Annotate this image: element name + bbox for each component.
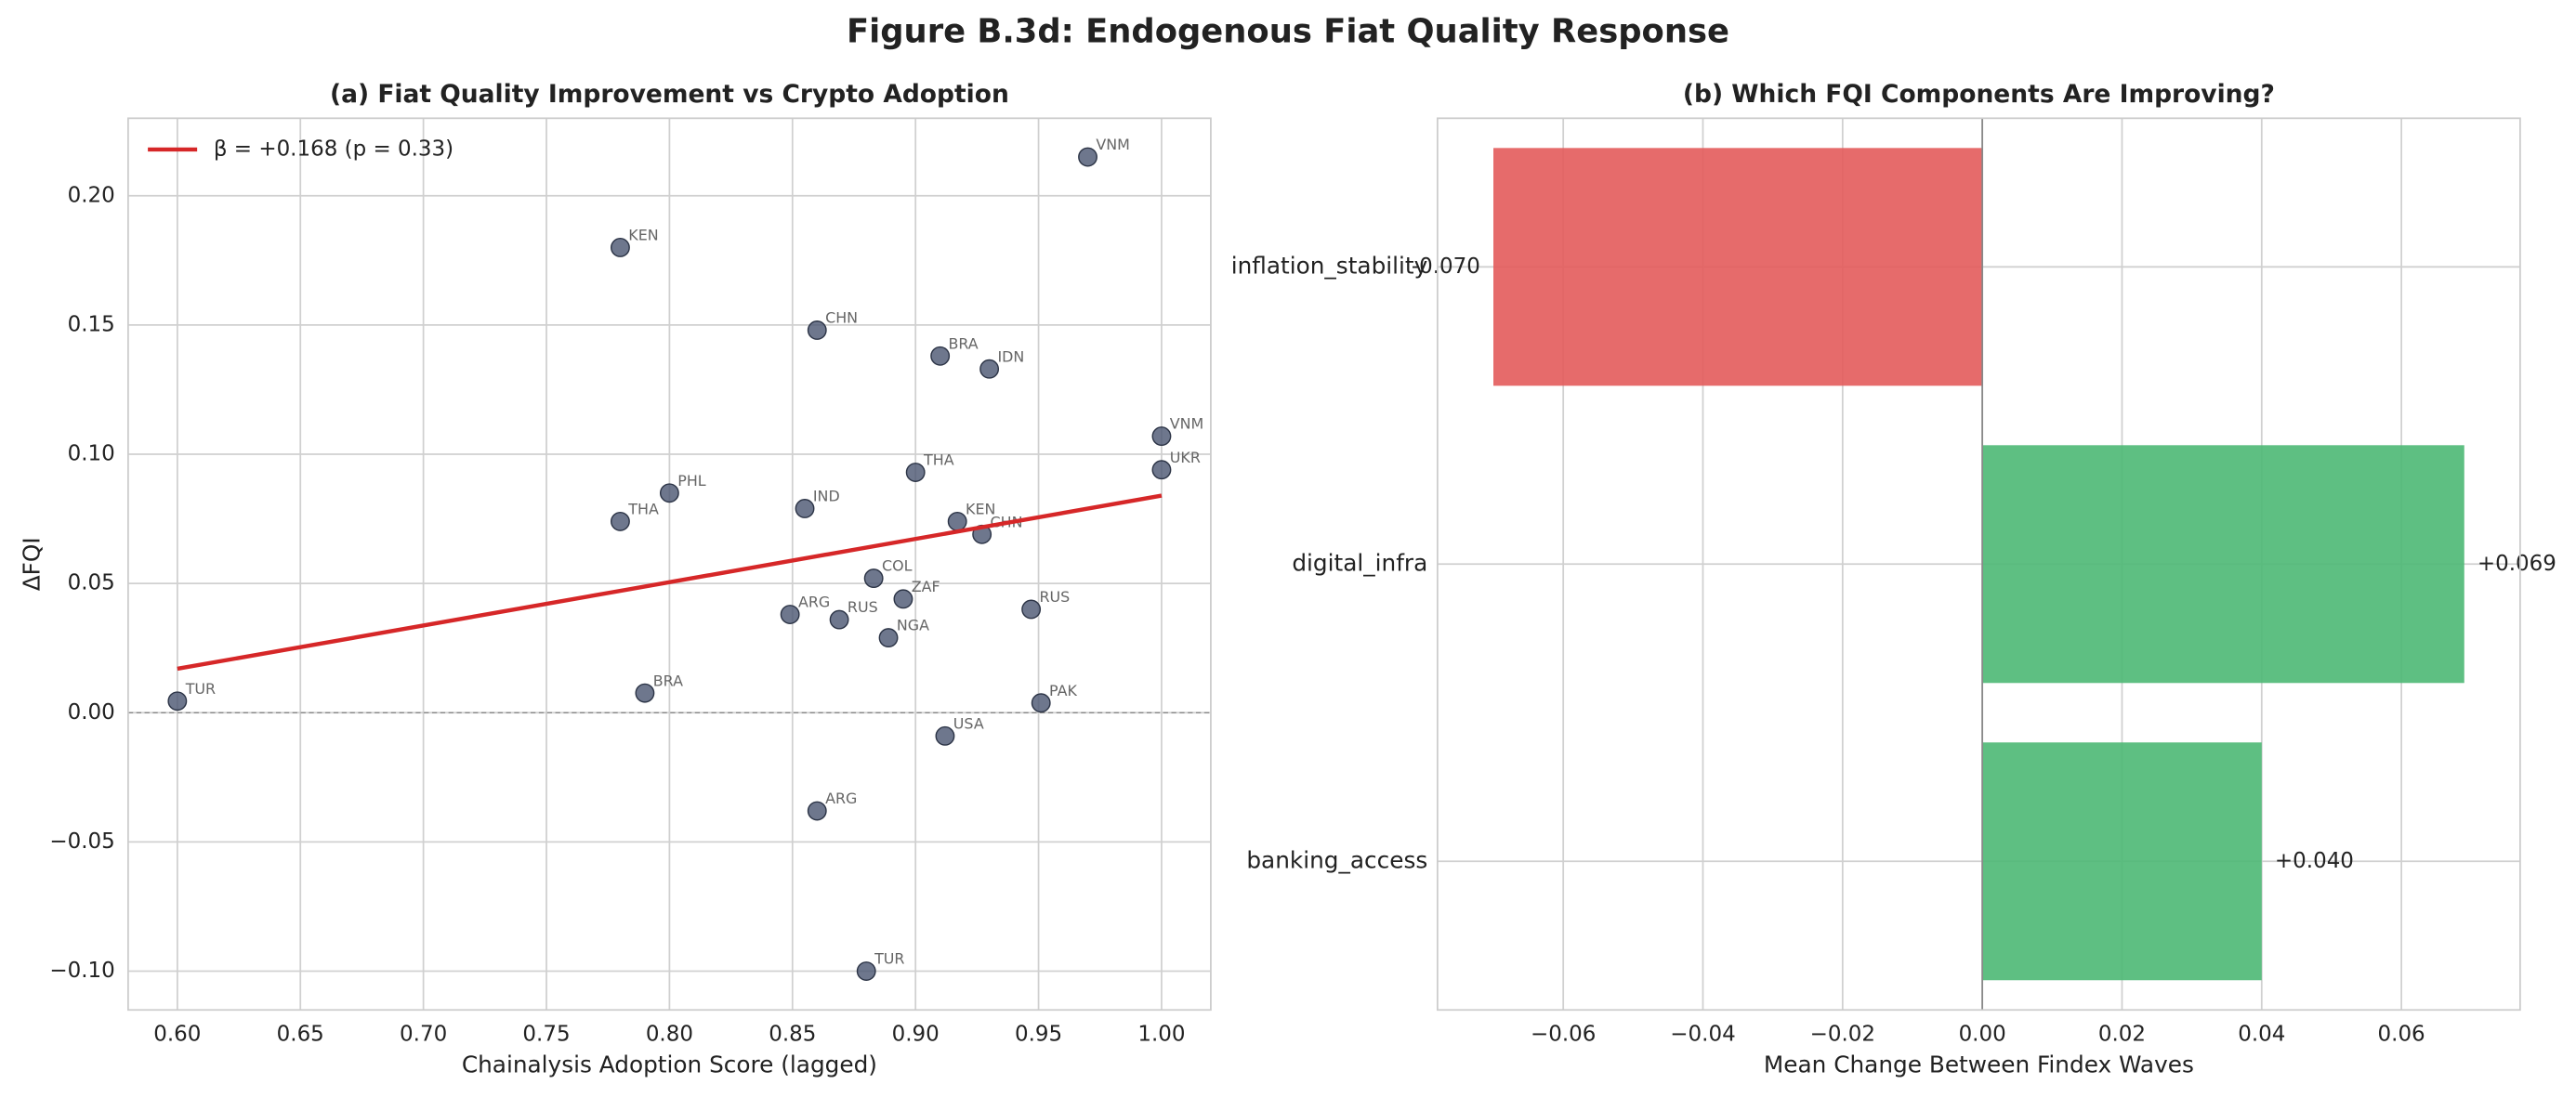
y-tick-label: banking_access [1246,846,1427,873]
x-tick-label: 0.80 [646,1022,693,1046]
point-label: PAK [1049,682,1077,699]
y-tick-label: inflation_stability [1231,252,1428,279]
point-label: ARG [798,594,830,611]
chart-title: (a) Fiat Quality Improvement vs Crypto A… [330,80,1009,109]
point-label: TUR [874,950,904,968]
x-tick-label: 0.00 [1959,1022,2006,1046]
data-point [935,725,955,746]
data-point [893,589,913,609]
point-label: ZAF [912,578,940,595]
x-tick-label: 0.06 [2378,1022,2425,1046]
x-tick-label: 0.95 [1015,1022,1062,1046]
data-point [1078,147,1097,167]
data-point [1151,426,1172,446]
data-point [807,801,827,821]
value-label: +0.040 [2275,849,2354,873]
data-point [611,511,630,531]
bar [1982,742,2262,981]
data-point [863,568,884,589]
data-point [807,320,827,340]
data-point [167,691,188,712]
y-axis-label: ΔFQI [18,537,45,591]
point-label: THA [627,501,659,518]
data-point [930,346,951,366]
x-tick-label: −0.04 [1670,1022,1735,1046]
point-label: VNM [1170,415,1204,433]
y-tick-label: digital_infra [1292,549,1427,576]
x-tick-label: 0.70 [400,1022,447,1046]
data-point [1031,693,1051,713]
data-point [611,238,630,257]
data-point [947,511,967,531]
point-label: ARG [825,790,857,807]
data-point [635,683,655,703]
legend-label: β = +0.168 (p = 0.33) [214,137,453,161]
point-label: BRA [653,672,683,689]
x-tick-label: 0.85 [769,1022,816,1046]
x-tick-label: −0.02 [1810,1022,1875,1046]
x-tick-label: 0.60 [153,1022,201,1046]
data-point [905,463,926,482]
y-tick-label: 0.15 [68,312,115,336]
data-point [1151,460,1172,480]
point-label: BRA [948,334,978,352]
y-tick-label: 0.10 [68,442,115,466]
point-label: VNM [1096,136,1130,153]
y-tick-label: 0.05 [68,571,115,595]
value-label: +0.069 [2477,552,2556,576]
data-point [878,628,899,648]
point-label: NGA [897,617,929,634]
point-label: IDN [997,347,1024,365]
data-point [1021,599,1042,620]
y-tick-label: 0.00 [68,700,115,725]
point-label: KEN [966,501,995,518]
x-tick-label: −0.06 [1531,1022,1596,1046]
figure-title: Figure B.3d: Endogenous Fiat Quality Res… [847,12,1729,50]
data-point [829,609,849,630]
point-label: IND [813,488,840,505]
y-tick-label: −0.05 [49,829,114,854]
x-tick-label: 1.00 [1137,1022,1185,1046]
point-label: RUS [1039,588,1070,606]
point-label: RUS [848,598,878,616]
point-label: THA [923,451,954,469]
x-axis-label: Chainalysis Adoption Score (lagged) [462,1051,877,1077]
data-point [659,483,679,503]
data-point [780,605,800,624]
point-label: UKR [1170,449,1201,466]
bar [1982,445,2464,684]
x-tick-label: 0.04 [2238,1022,2285,1046]
point-label: CHN [825,309,858,327]
point-label: USA [953,714,984,732]
x-tick-label: 0.65 [277,1022,324,1046]
data-point [856,961,876,981]
x-axis-label: Mean Change Between Findex Waves [1764,1051,2194,1077]
plot-frame [1436,117,2521,1012]
x-tick-label: 0.90 [892,1022,940,1046]
x-tick-label: 0.75 [522,1022,570,1046]
y-tick-label: −0.10 [49,959,114,983]
x-tick-label: 0.02 [2098,1022,2146,1046]
data-point [979,359,1000,379]
plot-frame [127,117,1212,1012]
value-label: -0.070 [1412,255,1480,279]
y-tick-label: 0.20 [68,183,115,207]
chart-title: (b) Which FQI Components Are Improving? [1683,80,2275,109]
point-label: KEN [628,227,658,244]
bar [1493,148,1983,386]
fit-line [177,493,1163,672]
point-label: COL [882,557,913,575]
data-point [795,499,815,518]
point-label: TUR [185,680,216,698]
point-label: PHL [677,472,706,490]
